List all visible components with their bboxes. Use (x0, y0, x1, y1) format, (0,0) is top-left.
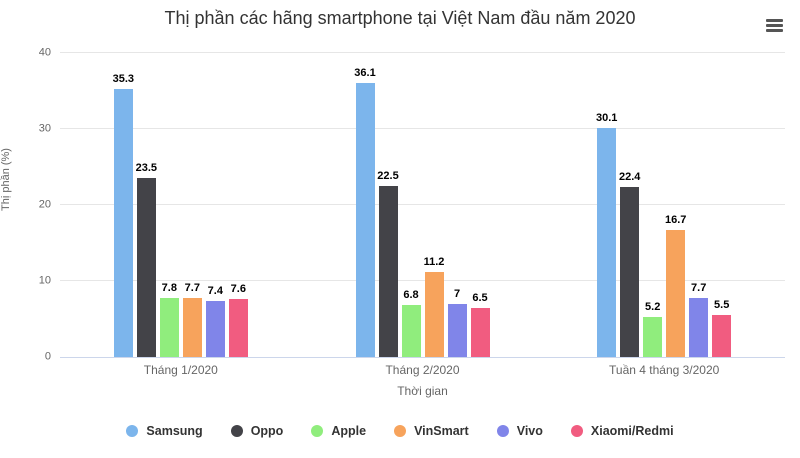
category-group: 35.3 23.5 7.8 7.7 7.4 7.6 (60, 53, 302, 357)
bar-vivo[interactable]: 7.4 (205, 285, 225, 357)
bar-oppo[interactable]: 22.5 (377, 170, 399, 357)
chart-title: Thị phần các hãng smartphone tại Việt Na… (164, 8, 636, 28)
x-axis-category-label: Tháng 2/2020 (385, 363, 460, 377)
category-group: 36.1 22.5 6.8 11.2 7 6.5 (302, 53, 544, 357)
hamburger-icon (765, 28, 783, 32)
bar-vinsmart[interactable]: 11.2 (424, 256, 444, 357)
x-axis-tick-labels: Tháng 1/2020 Tháng 2/2020 Tuần 4 tháng 3/2… (60, 363, 785, 377)
y-tick-label-0: 0 (44, 350, 51, 363)
bar-value-label: 16.7 (664, 214, 687, 227)
gridline-30 (60, 128, 785, 129)
legend-item-vinsmart[interactable]: VinSmart (394, 424, 469, 438)
x-axis-title: Thời gian (397, 384, 448, 398)
legend-marker-icon (311, 425, 324, 437)
legend-label: Samsung (146, 424, 203, 438)
gridline-10 (60, 280, 785, 281)
bar-value-label: 30.1 (595, 112, 618, 125)
y-tick-label-40: 40 (38, 46, 51, 59)
bar-value-label: 11.2 (423, 255, 445, 268)
plot-area: 0 10 20 30 40 35.3 23.5 7.8 7.7 7.4 7.6 36.1 22.5 6.… (39, 47, 785, 362)
bar-groups: 35.3 23.5 7.8 7.7 7.4 7.6 36.1 22.5 6.8 11.2 7 6.5 3… (60, 53, 785, 357)
legend-marker-icon (394, 425, 407, 437)
x-axis-category-label: Tháng 1/2020 (143, 363, 218, 377)
bar-value-label: 5.2 (645, 301, 661, 314)
bar-value-label: 35.3 (112, 72, 135, 85)
bar-samsung[interactable]: 30.1 (596, 112, 617, 357)
bar-vinsmart[interactable]: 16.7 (665, 214, 686, 357)
legend-label: Vivo (516, 424, 543, 438)
bar-vinsmart[interactable]: 7.7 (182, 282, 202, 357)
bar-value-label: 36.1 (354, 66, 376, 79)
bar-xiaomi-redmi[interactable]: 7.6 (228, 283, 248, 357)
hamburger-icon (765, 18, 783, 22)
bar-value-label: 6.8 (403, 289, 419, 302)
bar-value-label: 5.5 (714, 299, 730, 312)
bar-xiaomi-redmi[interactable]: 5.5 (712, 299, 732, 357)
legend-label: Oppo (250, 424, 284, 438)
bar-value-label: 7.6 (230, 283, 246, 296)
bar-xiaomi-redmi[interactable]: 6.5 (470, 292, 490, 357)
bar-vivo[interactable]: 7.7 (689, 282, 709, 357)
y-tick-label-20: 20 (38, 198, 51, 211)
bar-oppo[interactable]: 23.5 (136, 162, 157, 357)
legend-item-oppo[interactable]: Oppo (230, 424, 284, 438)
bar-value-label: 7.7 (184, 282, 200, 295)
legend-marker-icon (230, 425, 243, 437)
category-group: 30.1 22.4 5.2 16.7 7.7 5.5 (543, 53, 785, 357)
gridline-40 (60, 52, 785, 53)
bar-value-label: 22.5 (377, 170, 399, 182)
bar-samsung[interactable]: 35.3 (113, 73, 134, 357)
legend-label: Xiaomi/Redmi (590, 424, 674, 438)
bar-value-label: 22.4 (618, 170, 641, 183)
legend-item-vivo[interactable]: Vivo (496, 424, 543, 438)
bar-value-label: 23.5 (135, 162, 158, 175)
gridline-20 (60, 204, 785, 205)
legend: Samsung Oppo Apple VinSmart Vivo Xiaomi/Redmi (0, 424, 800, 438)
y-tick-label-10: 10 (38, 274, 51, 287)
legend-item-xiaomi-redmi[interactable]: Xiaomi/Redmi (570, 424, 674, 438)
bar-oppo[interactable]: 22.4 (619, 171, 640, 357)
legend-marker-icon (126, 425, 139, 437)
bar-value-label: 7.7 (691, 282, 707, 295)
y-axis-title: Thị phần (%) (0, 148, 12, 211)
y-tick-label-30: 30 (38, 122, 51, 135)
bar-apple[interactable]: 5.2 (643, 301, 663, 357)
legend-item-apple[interactable]: Apple (311, 424, 366, 438)
legend-item-samsung[interactable]: Samsung (126, 424, 203, 438)
bar-value-label: 6.5 (472, 291, 488, 304)
hamburger-icon (765, 23, 783, 27)
bar-value-label: 7 (453, 287, 461, 300)
legend-marker-icon (496, 425, 509, 437)
legend-label: VinSmart (414, 424, 469, 438)
chart-context-menu-button[interactable] (760, 13, 788, 37)
bar-apple[interactable]: 6.8 (401, 289, 421, 357)
bar-value-label: 7.4 (207, 284, 223, 297)
bar-vivo[interactable]: 7 (447, 288, 467, 357)
bar-samsung[interactable]: 36.1 (354, 67, 376, 357)
x-axis-category-label: Tuần 4 tháng 3/2020 (609, 363, 720, 377)
bar-value-label: 7.8 (161, 281, 177, 294)
legend-label: Apple (331, 424, 367, 438)
bar-apple[interactable]: 7.8 (159, 282, 179, 357)
legend-marker-icon (570, 425, 583, 437)
